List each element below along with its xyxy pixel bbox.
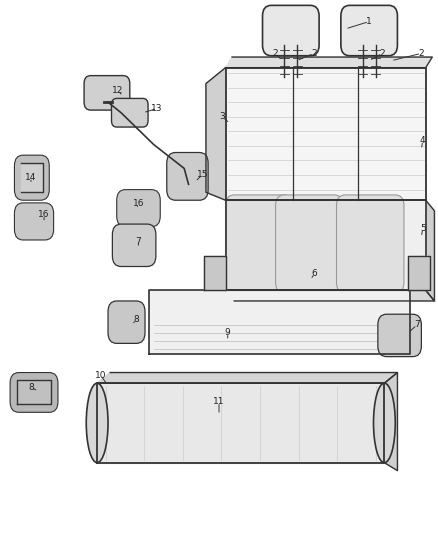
FancyBboxPatch shape bbox=[276, 195, 343, 293]
Polygon shape bbox=[226, 290, 434, 301]
Polygon shape bbox=[408, 256, 430, 290]
Text: 2: 2 bbox=[379, 49, 385, 58]
FancyBboxPatch shape bbox=[108, 301, 145, 343]
FancyBboxPatch shape bbox=[10, 373, 58, 413]
Text: 8: 8 bbox=[28, 383, 34, 392]
Text: 15: 15 bbox=[197, 170, 208, 179]
Text: 12: 12 bbox=[112, 86, 124, 95]
FancyBboxPatch shape bbox=[336, 195, 404, 293]
Text: 4: 4 bbox=[420, 136, 425, 145]
Text: 2: 2 bbox=[273, 49, 279, 58]
Text: 6: 6 bbox=[312, 269, 318, 278]
Polygon shape bbox=[21, 163, 43, 192]
FancyBboxPatch shape bbox=[113, 224, 156, 266]
FancyBboxPatch shape bbox=[341, 5, 397, 56]
Text: 8: 8 bbox=[134, 315, 139, 324]
Polygon shape bbox=[226, 200, 426, 290]
Text: 7: 7 bbox=[414, 320, 420, 329]
FancyBboxPatch shape bbox=[14, 203, 53, 240]
Text: 11: 11 bbox=[213, 397, 225, 406]
FancyBboxPatch shape bbox=[14, 155, 49, 200]
FancyBboxPatch shape bbox=[84, 76, 130, 110]
Polygon shape bbox=[385, 373, 397, 471]
Polygon shape bbox=[97, 383, 385, 463]
Polygon shape bbox=[206, 68, 226, 200]
Polygon shape bbox=[204, 256, 226, 290]
Polygon shape bbox=[97, 373, 397, 383]
FancyBboxPatch shape bbox=[117, 190, 160, 227]
Text: 9: 9 bbox=[225, 328, 230, 337]
Text: 16: 16 bbox=[38, 210, 50, 219]
Ellipse shape bbox=[86, 383, 108, 463]
FancyBboxPatch shape bbox=[167, 152, 208, 200]
Polygon shape bbox=[426, 200, 434, 301]
FancyBboxPatch shape bbox=[226, 195, 293, 293]
Text: 13: 13 bbox=[152, 104, 163, 113]
Polygon shape bbox=[226, 57, 432, 68]
Text: 16: 16 bbox=[133, 199, 144, 208]
Text: 7: 7 bbox=[136, 237, 141, 246]
FancyBboxPatch shape bbox=[262, 5, 319, 56]
Polygon shape bbox=[226, 68, 426, 200]
Text: 1: 1 bbox=[366, 17, 372, 26]
Text: 3: 3 bbox=[219, 112, 226, 122]
Text: 14: 14 bbox=[25, 173, 37, 182]
Text: 10: 10 bbox=[95, 370, 106, 379]
FancyBboxPatch shape bbox=[378, 314, 421, 357]
Text: 5: 5 bbox=[420, 224, 426, 233]
FancyBboxPatch shape bbox=[112, 99, 148, 127]
Text: 2: 2 bbox=[311, 49, 317, 58]
Polygon shape bbox=[17, 381, 51, 405]
Ellipse shape bbox=[374, 383, 395, 463]
Polygon shape bbox=[149, 290, 410, 354]
Text: 2: 2 bbox=[419, 49, 424, 58]
